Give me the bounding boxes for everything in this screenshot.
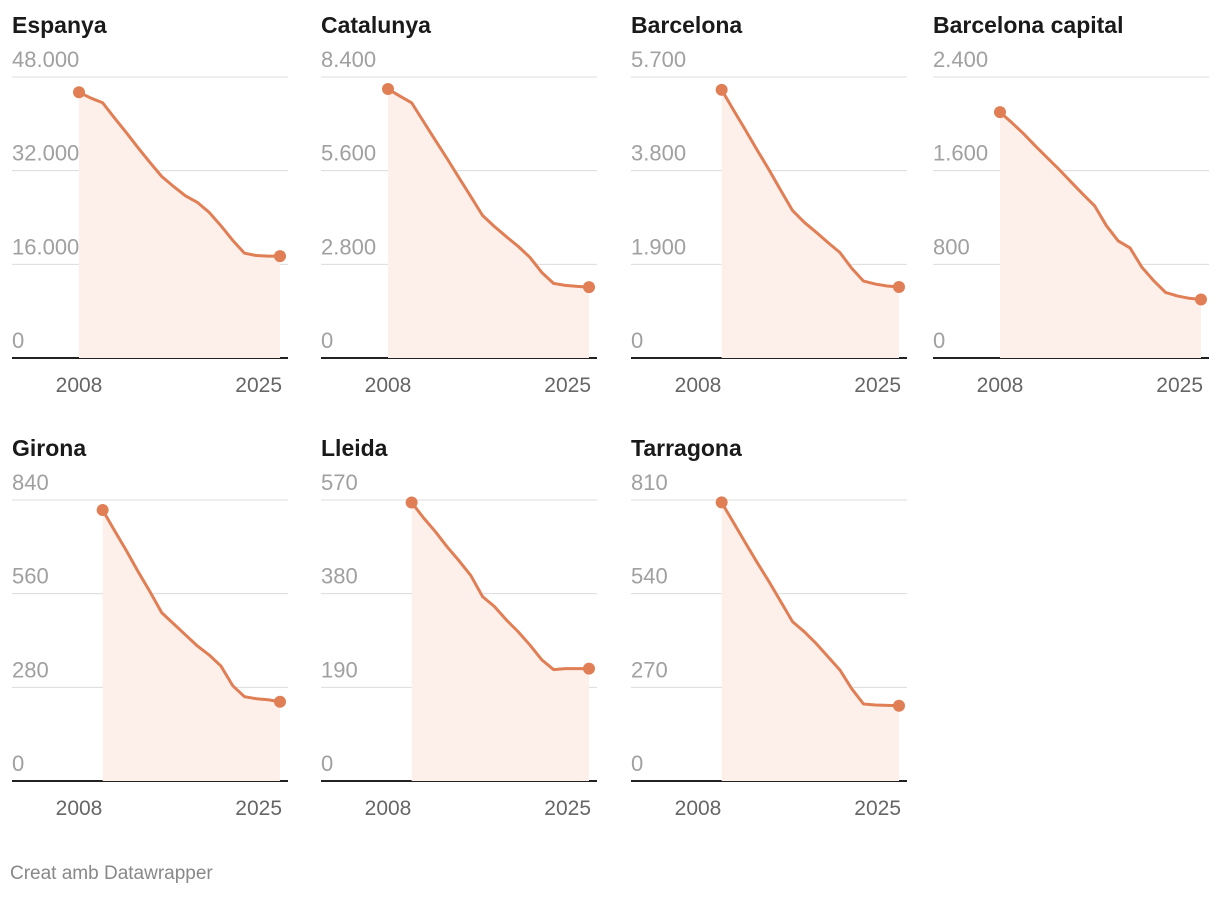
line [101, 509, 281, 704]
y-tick-label: 1.600 [933, 141, 988, 166]
end-dot [893, 281, 905, 294]
y-tick-label: 2.800 [321, 234, 376, 259]
end-dot [583, 281, 595, 294]
y-tick-label: 2.400 [933, 47, 988, 72]
y-tick-label: 800 [933, 234, 970, 259]
footer: Creat amb Datawrapper [10, 863, 213, 884]
y-tick-label: 32.000 [12, 141, 79, 166]
y-tick-label: 1.900 [631, 234, 686, 259]
y-tick-label: 280 [12, 657, 49, 682]
y-tick-label: 0 [12, 328, 24, 353]
y-tick-label: 0 [933, 328, 945, 353]
x-tick-label: 2008 [977, 374, 1024, 397]
panel: Tarragona 0 270 540 810 2008 2025 [631, 435, 907, 820]
end-dot [994, 106, 1006, 119]
x-tick-label: 2025 [854, 374, 901, 397]
y-tick-label: 5.700 [631, 47, 686, 72]
x-tick-label: 2025 [1156, 374, 1203, 397]
line [78, 90, 280, 258]
end-dot [715, 83, 728, 96]
line [720, 501, 900, 708]
y-tick-label: 270 [631, 657, 668, 682]
area-fill [1000, 112, 1201, 358]
end-dot [96, 504, 109, 517]
end-dot [583, 662, 595, 675]
y-tick-label: 810 [631, 470, 668, 495]
y-tick-label: 0 [631, 751, 643, 776]
end-dot [1195, 293, 1207, 306]
line [387, 87, 590, 289]
x-tick-label: 2008 [365, 374, 412, 397]
panel-title: Tarragona [631, 435, 742, 461]
end-dot [274, 250, 286, 263]
end-dot [274, 695, 286, 708]
panel: Girona 0 280 560 840 2008 2025 [12, 435, 288, 820]
panel: Catalunya 0 2.800 5.600 8.400 2008 2025 [321, 12, 597, 397]
end-dot [73, 86, 85, 99]
end-dot [382, 83, 394, 96]
x-tick-label: 2008 [365, 797, 412, 820]
y-tick-label: 8.400 [321, 47, 376, 72]
panel-title: Barcelona [631, 12, 742, 38]
y-tick-label: 3.800 [631, 141, 686, 166]
end-dot [893, 699, 905, 712]
area-fill [79, 92, 280, 359]
x-tick-label: 2025 [235, 797, 282, 820]
y-tick-label: 0 [321, 751, 333, 776]
panel: Espanya 0 16.000 32.000 48.000 2008 2025 [12, 12, 288, 397]
area-fill [388, 89, 589, 359]
y-tick-label: 380 [321, 564, 358, 589]
panel-title: Espanya [12, 12, 107, 38]
y-tick-label: 16.000 [12, 234, 79, 259]
area-fill [721, 89, 899, 359]
panel-title: Barcelona capital [933, 12, 1123, 38]
end-dot [715, 496, 728, 509]
x-tick-label: 2025 [235, 374, 282, 397]
panel: Lleida 0 190 380 570 2008 2025 [321, 435, 597, 820]
y-tick-label: 48.000 [12, 47, 79, 72]
y-tick-label: 540 [631, 564, 668, 589]
x-tick-label: 2008 [56, 797, 103, 820]
panel: Barcelona capital 0 800 1.600 2.400 2008 2025 [933, 12, 1209, 397]
y-tick-label: 0 [12, 751, 24, 776]
line [410, 501, 589, 672]
y-tick-label: 570 [321, 470, 358, 495]
x-tick-label: 2025 [854, 797, 901, 820]
panel-title: Girona [12, 435, 86, 461]
y-tick-label: 0 [321, 328, 333, 353]
y-tick-label: 190 [321, 657, 358, 682]
x-tick-label: 2008 [56, 374, 103, 397]
y-tick-label: 560 [12, 564, 49, 589]
line [720, 89, 900, 289]
area-fill [102, 510, 280, 781]
area-fill [721, 502, 899, 781]
x-tick-label: 2008 [675, 374, 722, 397]
x-tick-label: 2008 [675, 797, 722, 820]
area-fill [411, 502, 589, 781]
y-tick-label: 0 [631, 328, 643, 353]
panel: Barcelona 0 1.900 3.800 5.700 2008 2025 [631, 12, 907, 397]
y-tick-label: 840 [12, 470, 49, 495]
line [999, 111, 1202, 301]
x-tick-label: 2025 [544, 797, 591, 820]
y-tick-label: 5.600 [321, 141, 376, 166]
end-dot [405, 496, 418, 509]
x-tick-label: 2025 [544, 374, 591, 397]
panel-title: Catalunya [321, 12, 431, 38]
panel-title: Lleida [321, 435, 388, 461]
